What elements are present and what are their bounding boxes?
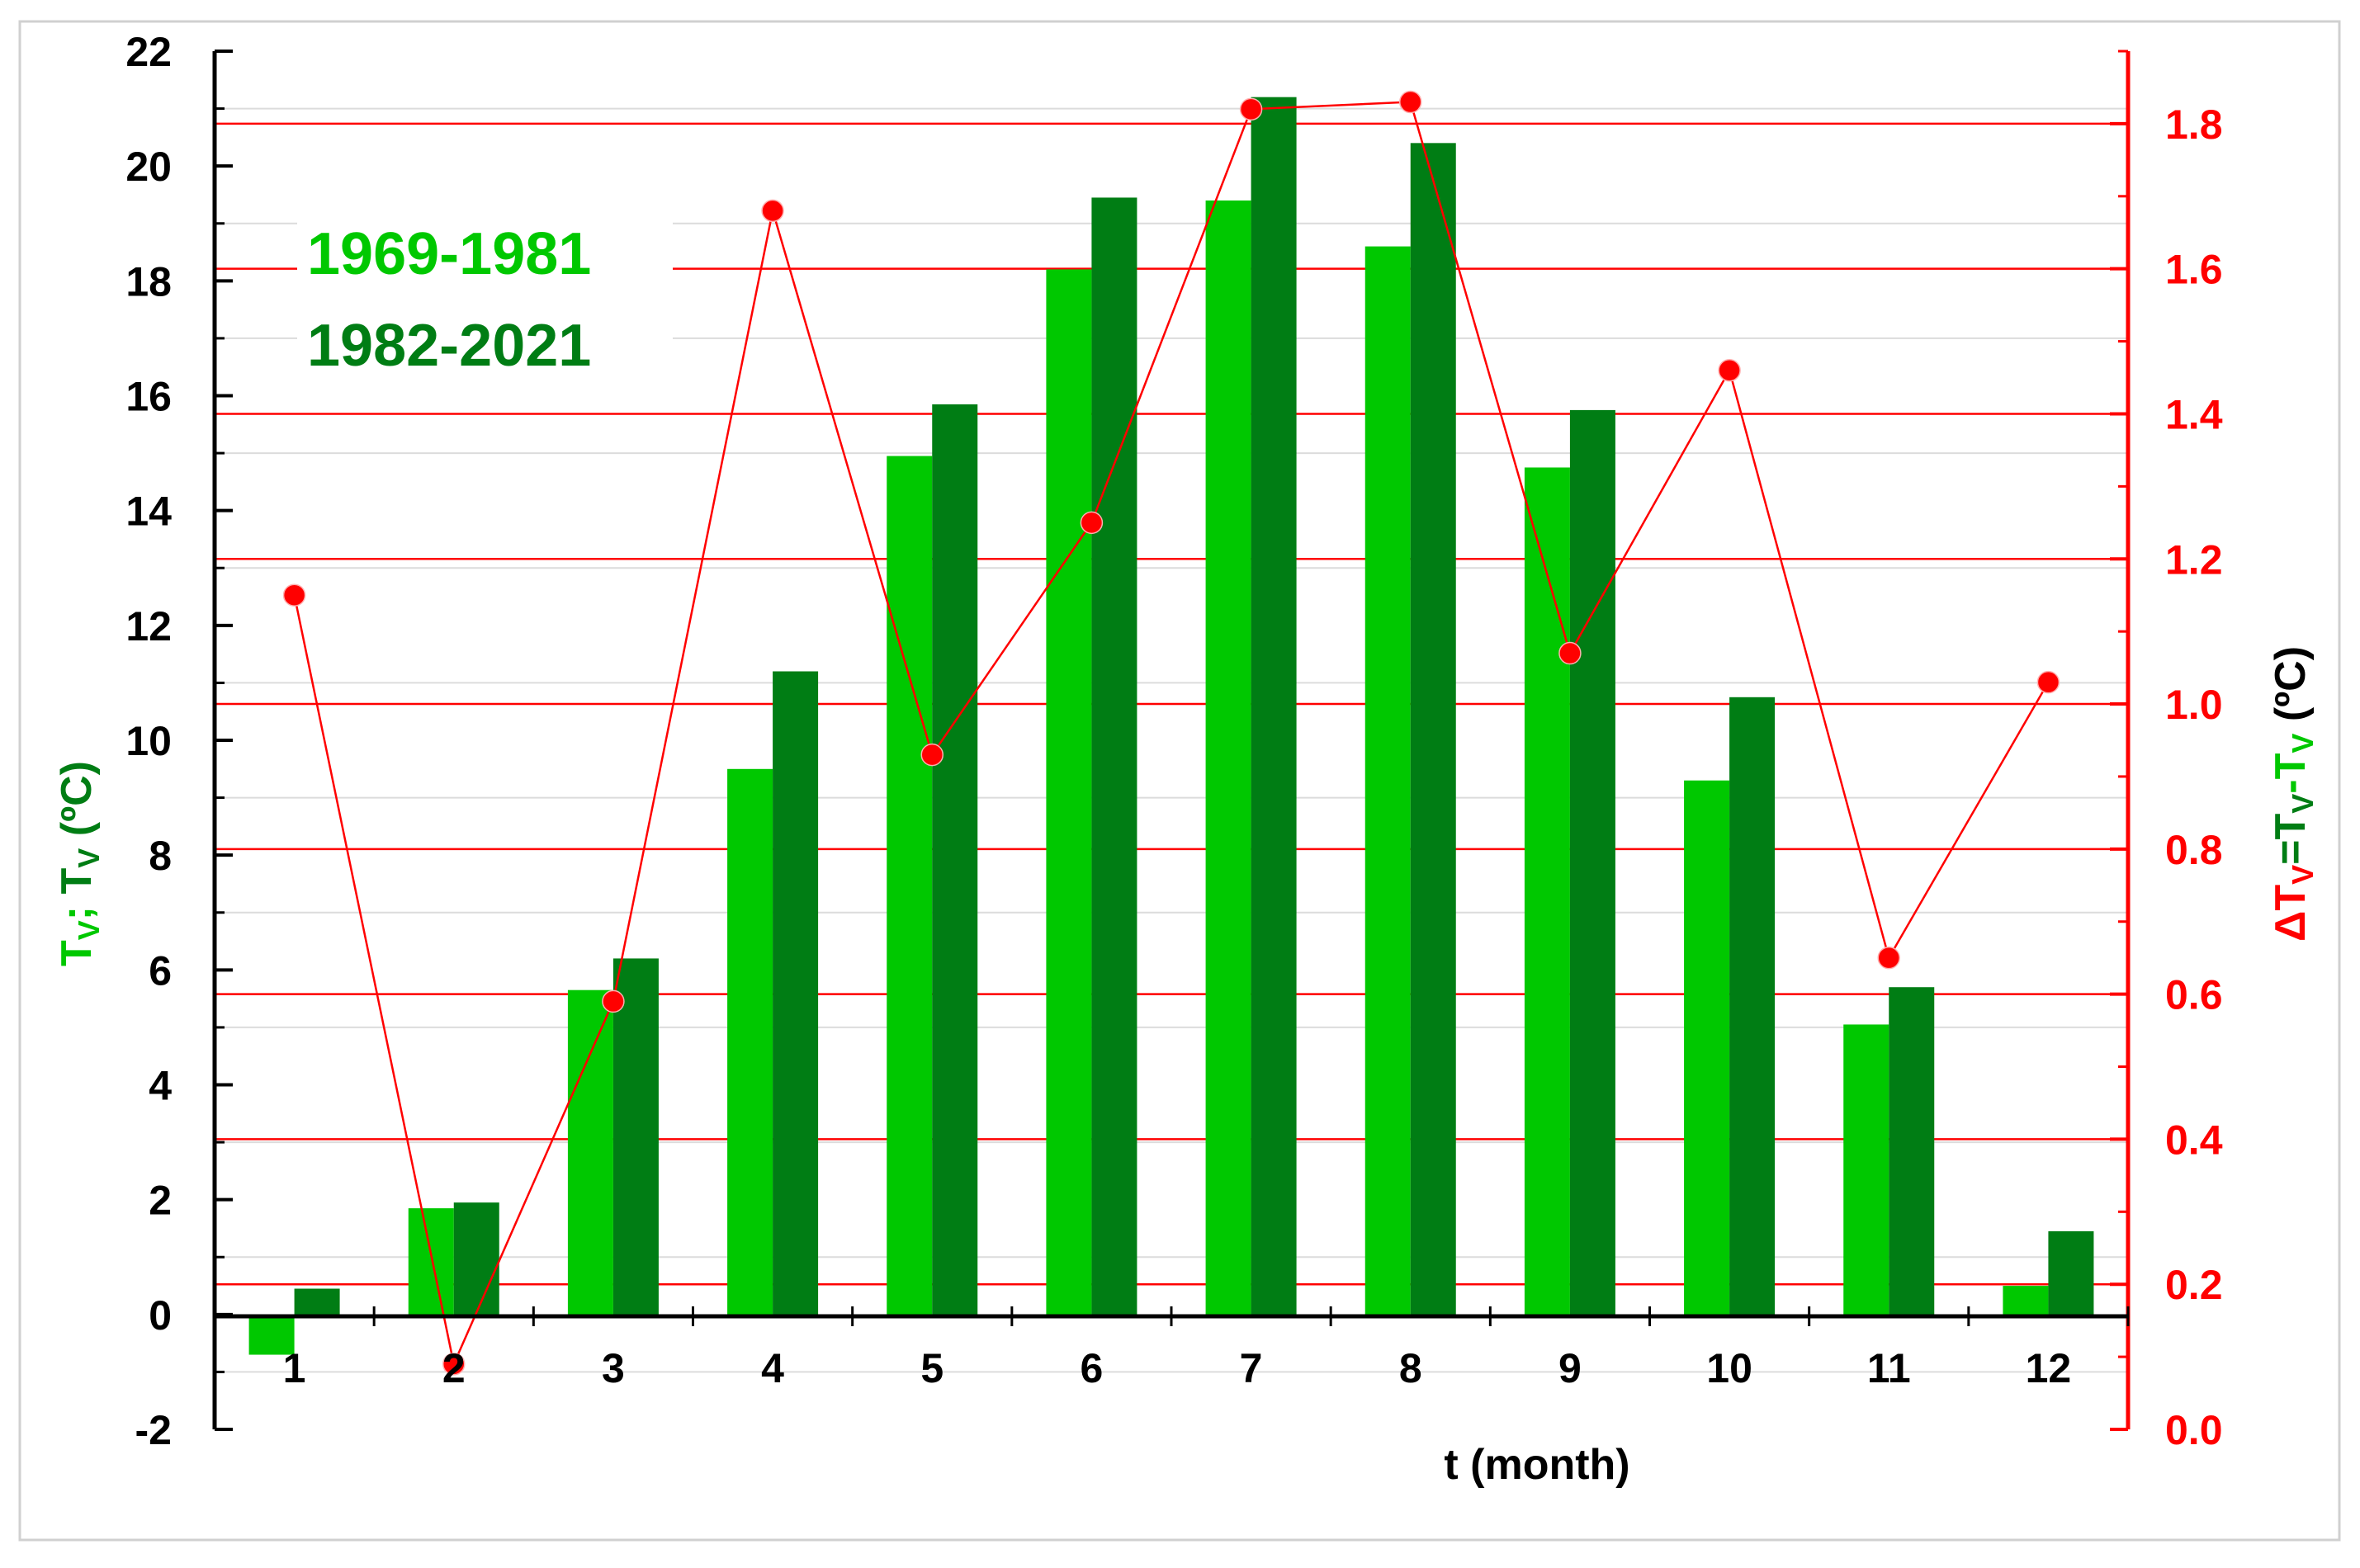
x-tick-label: 6 bbox=[1081, 1345, 1104, 1391]
right-tick-label: 0.8 bbox=[2165, 827, 2223, 873]
x-tick-label: 5 bbox=[920, 1345, 944, 1391]
right-y-axis-label: ΔTV=TV-TV (ºC) bbox=[2267, 646, 2320, 942]
left-tick-label: 18 bbox=[125, 258, 172, 305]
right-y-label-sub3: V bbox=[2286, 734, 2320, 753]
bar-2 bbox=[1569, 409, 1615, 1315]
left-tick-label: 10 bbox=[125, 718, 172, 764]
difference-point bbox=[2036, 670, 2060, 694]
tick-labels: -202468101214161820220.00.20.40.60.81.01… bbox=[125, 29, 2222, 1453]
right-tick-label: 0.2 bbox=[2165, 1262, 2223, 1308]
left-y-label-sub1: V bbox=[72, 920, 106, 940]
difference-point bbox=[602, 989, 625, 1013]
right-y-label-minus: -T bbox=[2267, 753, 2315, 793]
x-tick-label: 8 bbox=[1399, 1345, 1422, 1391]
left-y-axis-label: TV; TV (ºC) bbox=[53, 761, 106, 966]
left-tick-label: 6 bbox=[149, 947, 172, 994]
x-tick-label: 4 bbox=[761, 1345, 784, 1391]
right-y-label-unit: (ºC) bbox=[2267, 646, 2315, 734]
bar-2 bbox=[2048, 1230, 2094, 1315]
x-tick-label: 10 bbox=[1706, 1345, 1752, 1391]
bar-2 bbox=[932, 404, 978, 1315]
right-tick-label: 0.6 bbox=[2165, 972, 2223, 1018]
x-tick-label: 9 bbox=[1558, 1345, 1582, 1391]
difference-point bbox=[1399, 90, 1422, 114]
left-y-label-sep: ; bbox=[53, 894, 101, 920]
right-tick-label: 1.2 bbox=[2165, 536, 2223, 583]
axes bbox=[212, 50, 2131, 1431]
x-axis-label: t (month) bbox=[1444, 1441, 1629, 1489]
right-tick-label: 0.0 bbox=[2165, 1407, 2223, 1453]
difference-point bbox=[282, 583, 306, 607]
difference-point bbox=[442, 1353, 466, 1376]
bar-1 bbox=[1046, 269, 1092, 1315]
bar-2 bbox=[453, 1202, 499, 1315]
difference-point bbox=[1877, 946, 1900, 970]
bar-1 bbox=[1364, 246, 1411, 1315]
bar-1 bbox=[567, 989, 613, 1315]
legend-background bbox=[297, 216, 673, 402]
right-tick-label: 1.6 bbox=[2165, 247, 2223, 293]
difference-point bbox=[920, 743, 944, 767]
difference-point bbox=[1718, 358, 1741, 382]
x-tick-label: 12 bbox=[2026, 1345, 2072, 1391]
left-y-label-part1: T bbox=[53, 940, 101, 966]
left-tick-label: -2 bbox=[135, 1407, 172, 1453]
difference-point bbox=[1080, 511, 1104, 535]
bar-2 bbox=[1410, 143, 1456, 1315]
legend-label-series-1: 1969-1981 bbox=[307, 221, 591, 287]
bar-1 bbox=[1843, 1024, 1889, 1315]
bar-1 bbox=[248, 1314, 295, 1355]
left-tick-label: 14 bbox=[125, 489, 172, 535]
left-tick-label: 22 bbox=[125, 29, 172, 75]
bar-1 bbox=[1524, 467, 1570, 1315]
bar-2 bbox=[1729, 697, 1776, 1315]
bar-1 bbox=[727, 768, 773, 1315]
x-tick-label: 2 bbox=[442, 1345, 466, 1391]
left-tick-label: 16 bbox=[125, 374, 172, 420]
right-y-label-sub1: V bbox=[2286, 865, 2320, 885]
right-y-label-sub2: V bbox=[2286, 794, 2320, 814]
left-y-label-sub2: V bbox=[72, 848, 106, 868]
bar-2 bbox=[294, 1288, 340, 1315]
bar-series bbox=[248, 97, 2094, 1355]
x-tick-label: 7 bbox=[1240, 1345, 1263, 1391]
right-tick-label: 1.0 bbox=[2165, 682, 2223, 728]
x-tick-label: 1 bbox=[283, 1345, 306, 1391]
difference-line bbox=[293, 101, 2050, 1367]
bar-2 bbox=[1251, 97, 1297, 1315]
right-tick-label: 1.4 bbox=[2165, 391, 2223, 437]
left-y-label-unit: (ºC) bbox=[53, 761, 101, 848]
left-y-label-part2: T bbox=[53, 867, 101, 894]
difference-point bbox=[761, 199, 784, 223]
left-tick-label: 8 bbox=[149, 833, 172, 879]
difference-point bbox=[1239, 97, 1263, 121]
right-y-label-eq: =T bbox=[2267, 814, 2315, 865]
right-tick-label: 1.8 bbox=[2165, 102, 2223, 148]
bar-1 bbox=[2003, 1286, 2049, 1315]
right-tick-label: 0.4 bbox=[2165, 1117, 2223, 1163]
bar-2 bbox=[1889, 987, 1935, 1315]
left-tick-label: 20 bbox=[125, 144, 172, 190]
left-tick-label: 4 bbox=[149, 1063, 172, 1109]
bar-2 bbox=[612, 958, 659, 1315]
bar-1 bbox=[887, 456, 933, 1315]
left-tick-label: 12 bbox=[125, 603, 172, 649]
x-tick-label: 3 bbox=[602, 1345, 625, 1391]
left-tick-label: 2 bbox=[149, 1178, 172, 1224]
bar-1 bbox=[408, 1208, 454, 1315]
right-y-label-delta: ΔT bbox=[2267, 885, 2315, 942]
difference-line-series bbox=[282, 90, 2060, 1376]
x-tick-label: 11 bbox=[1867, 1345, 1911, 1391]
bar-2 bbox=[773, 671, 819, 1315]
left-tick-label: 0 bbox=[149, 1292, 172, 1339]
bar-1 bbox=[1684, 780, 1730, 1315]
difference-point bbox=[1558, 641, 1582, 665]
bar-2 bbox=[1091, 197, 1137, 1315]
legend-label-series-2: 1982-2021 bbox=[307, 313, 591, 379]
bar-1 bbox=[1205, 200, 1251, 1315]
